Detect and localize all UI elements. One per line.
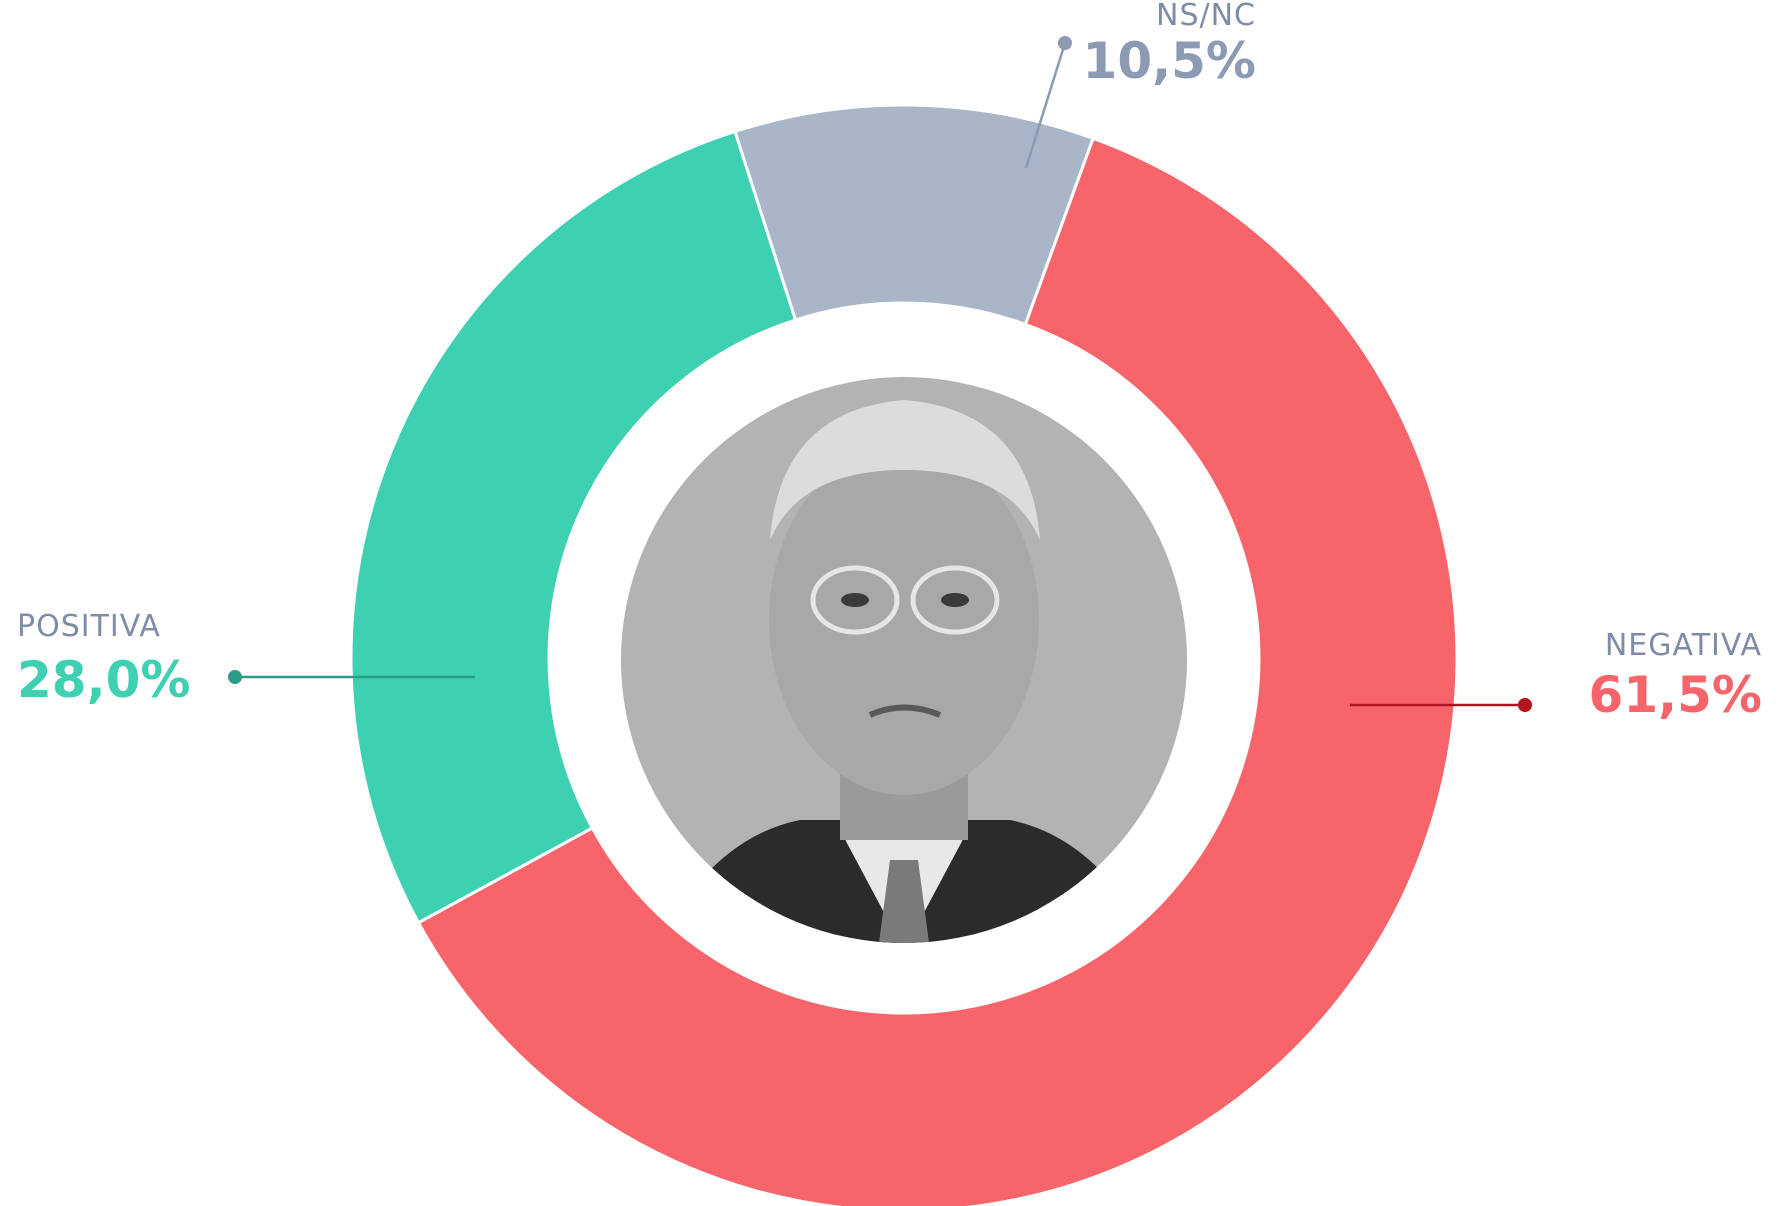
value-label: 28,0% — [17, 651, 190, 709]
value-label: 10,5% — [1083, 32, 1256, 90]
category-label: NS/NC — [1156, 0, 1256, 33]
value-label: 61,5% — [1589, 666, 1762, 724]
leader-dot — [1518, 698, 1532, 712]
leader-dot — [228, 670, 242, 684]
chart: NS/NC10,5% NEGATIVA61,5% POSITIVA 28,0% — [0, 0, 1785, 1206]
page: NS/NC10,5%NEGATIVA61,5%POSITIVA28,0% (()… — [0, 0, 1785, 1206]
leader-dot — [1058, 36, 1072, 50]
category-label: POSITIVA — [17, 609, 161, 644]
portrait — [621, 377, 1187, 980]
category-label: NEGATIVA — [1605, 628, 1762, 663]
